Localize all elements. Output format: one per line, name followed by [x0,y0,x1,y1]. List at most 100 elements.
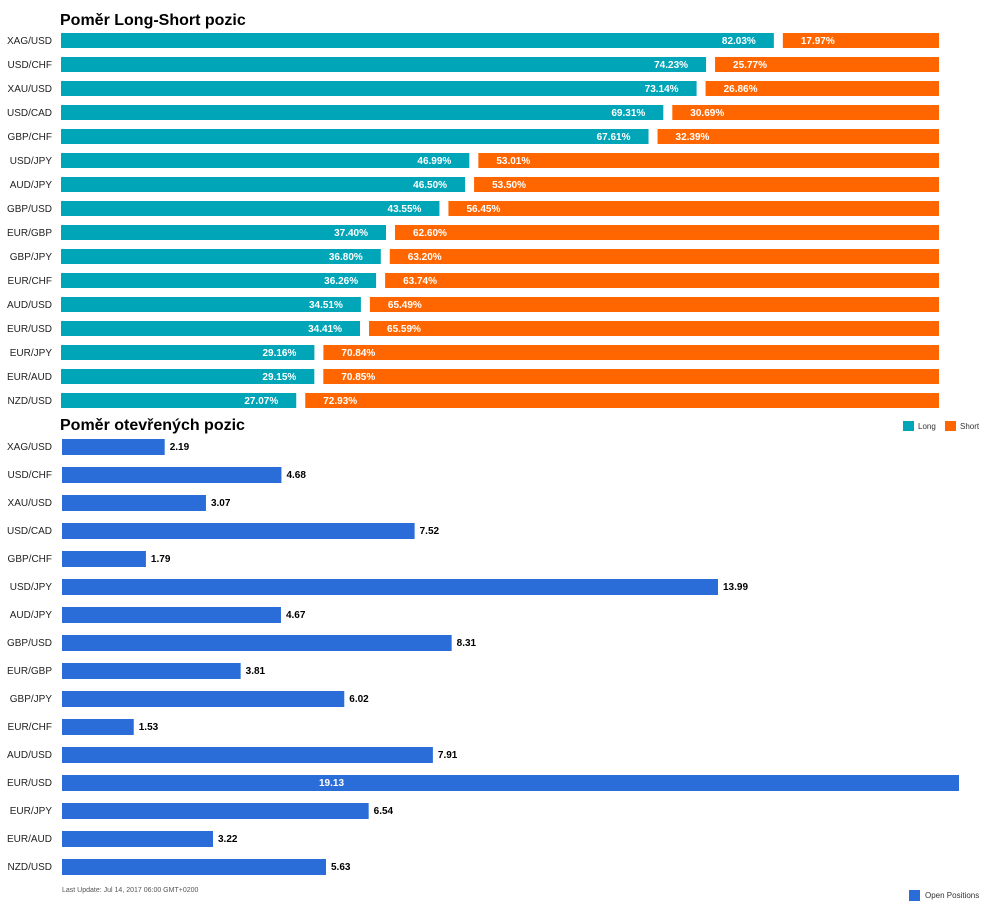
legend-swatch-short [945,421,956,431]
short-bar [657,129,939,144]
short-bar [782,33,939,48]
open-positions-bar [62,495,206,511]
legend-swatch-long [903,421,914,431]
category-label: EUR/CHF [8,276,52,287]
long-value-label: 69.31% [611,108,645,119]
open-positions-bar [62,719,134,735]
short-value-label: 72.93% [323,396,357,407]
open-positions-value-label: 3.07 [211,498,231,509]
short-bar [478,153,939,168]
long-value-label: 82.03% [722,36,756,47]
open-positions-value-label: 3.81 [246,666,266,677]
open-positions-bar [62,523,415,539]
short-value-label: 17.97% [801,36,835,47]
short-bar [369,297,939,312]
category-label: GBP/CHF [8,554,52,565]
short-value-label: 30.69% [690,108,724,119]
category-label: USD/CAD [7,526,52,537]
category-label: EUR/JPY [10,806,53,817]
open-positions-bar [62,775,959,791]
open-positions-value-label: 5.63 [331,862,351,873]
long-short-chart: XAG/USD 82.03% 17.97% USD/CHF 74.23% 25.77% XA… [7,33,940,408]
category-label: XAG/USD [7,442,52,453]
long-bar [61,201,440,216]
open-positions-bar [62,439,165,455]
category-label: GBP/CHF [8,132,52,143]
long-bar [61,249,381,264]
category-label: GBP/USD [7,638,52,649]
long-bar [61,369,315,384]
short-value-label: 53.01% [496,156,530,167]
long-value-label: 36.26% [324,276,358,287]
short-bar [474,177,939,192]
category-label: USD/JPY [10,582,53,593]
category-label: AUD/USD [7,750,52,761]
category-label: AUD/JPY [10,180,53,191]
category-label: EUR/AUD [7,372,52,383]
open-positions-bar [62,551,146,567]
category-label: AUD/JPY [10,610,53,621]
short-value-label: 32.39% [676,132,710,143]
open-positions-bar [62,635,452,651]
open-positions-bar [62,831,213,847]
open-positions-value-label: 3.22 [218,834,238,845]
category-label: EUR/GBP [7,228,52,239]
category-label: EUR/AUD [7,834,52,845]
long-bar [61,81,697,96]
long-value-label: 67.61% [597,132,631,143]
open-positions-value-label: 6.54 [374,806,394,817]
short-value-label: 70.85% [341,372,375,383]
long-bar [61,153,470,168]
short-value-label: 26.86% [724,84,758,95]
short-bar [323,369,940,384]
long-bar [61,393,297,408]
long-value-label: 46.50% [413,180,447,191]
open-positions-value-label: 13.99 [723,582,748,593]
long-bar [61,177,466,192]
long-value-label: 37.40% [334,228,368,239]
long-bar [61,105,664,120]
open-positions-bar [62,859,326,875]
long-value-label: 43.55% [388,204,422,215]
open-positions-value-label: 8.31 [457,638,477,649]
open-positions-value-label: 1.79 [151,554,171,565]
short-bar [705,81,939,96]
open-positions-value-label: 7.91 [438,750,458,761]
long-short-chart-title: Poměr Long-Short pozic [60,12,246,29]
short-value-label: 56.45% [466,204,500,215]
short-value-label: 65.49% [388,300,422,311]
long-value-label: 74.23% [654,60,688,71]
long-bar [61,129,649,144]
short-value-label: 62.60% [413,228,447,239]
short-bar [395,225,940,240]
long-bar [61,57,707,72]
open-positions-bar [62,691,345,707]
open-positions-value-label: 19.13 [319,778,344,789]
long-value-label: 34.41% [308,324,342,335]
category-label: USD/CHF [8,470,52,481]
category-label: EUR/USD [7,778,52,789]
short-value-label: 65.59% [387,324,421,335]
category-label: GBP/JPY [10,252,53,263]
short-bar [385,273,940,288]
long-bar [61,33,774,48]
long-bar [61,297,361,312]
open-positions-bar [62,607,281,623]
open-positions-value-label: 7.52 [420,526,440,537]
category-label: NZD/USD [8,396,52,407]
open-positions-value-label: 1.53 [139,722,159,733]
short-bar [389,249,939,264]
category-label: EUR/USD [7,324,52,335]
category-label: XAU/USD [8,498,52,509]
short-value-label: 63.74% [403,276,437,287]
open-positions-bar [62,747,433,763]
category-label: GBP/JPY [10,694,53,705]
long-value-label: 34.51% [309,300,343,311]
open-positions-value-label: 4.67 [286,610,306,621]
last-update-text: Last Update: Jul 14, 2017 06:00 GMT+0200 [62,887,199,894]
long-value-label: 27.07% [244,396,278,407]
open-positions-value-label: 4.68 [286,470,306,481]
open-positions-legend: Open Positions [909,890,979,901]
